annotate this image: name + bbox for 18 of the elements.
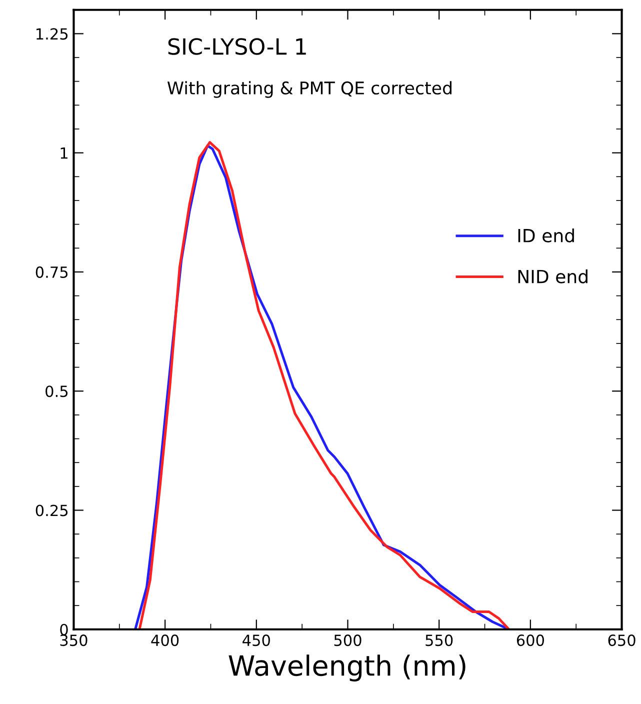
text: With grating & PMT QE corrected	[167, 81, 452, 98]
x-tick-label: 600	[516, 634, 544, 646]
y-tick-label: 0.5	[46, 386, 68, 398]
text: SIC-LYSO-L 1	[168, 38, 306, 55]
y-tick-label: 1.25	[36, 28, 68, 40]
x-tick-label: 550	[426, 634, 453, 646]
y-tick-label: 0	[60, 624, 68, 636]
x-tick-label: 450	[242, 634, 270, 646]
x-axis-title: Wavelength (nm)	[228, 654, 466, 682]
legend-label: ID end	[518, 228, 574, 242]
x-tick-label: 350	[60, 634, 88, 646]
y-tick-label: 0.25	[36, 504, 68, 516]
y-tick-label: 0.75	[36, 266, 68, 278]
legend-label: NID end	[518, 269, 588, 284]
y-tick-label: 1	[60, 147, 68, 159]
x-tick-label: 400	[151, 634, 179, 646]
x-tick-label: 500	[334, 634, 362, 646]
x-tick-label: 650	[608, 634, 636, 646]
